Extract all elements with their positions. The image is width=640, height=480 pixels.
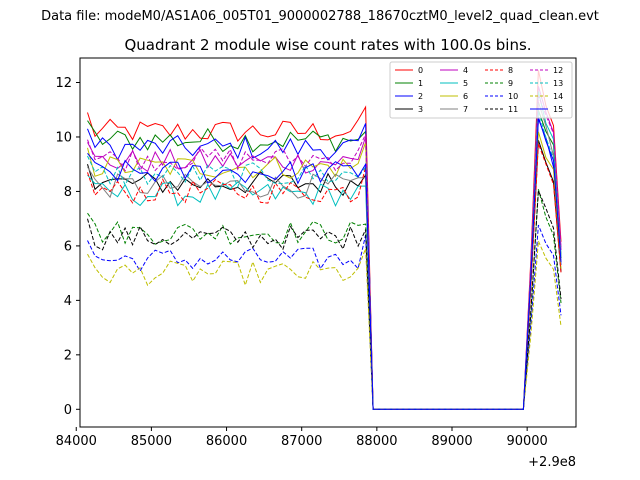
y-tick-label: 2	[64, 348, 72, 363]
series-line-10	[87, 224, 562, 410]
x-tick-label: 86000	[206, 434, 247, 449]
chart-title: Quadrant 2 module wise count rates with …	[124, 36, 531, 54]
x-tick-label: 87000	[281, 434, 322, 449]
x-tick-label: 88000	[356, 434, 397, 449]
legend-label-5: 5	[463, 79, 468, 88]
legend-box	[389, 61, 573, 119]
legend-label-13: 13	[553, 79, 563, 88]
plot-area: 84000 85000 86000 87000 88000 89000 90000 0 2 4 6 8…	[55, 57, 577, 449]
x-tick-label: 89000	[431, 434, 472, 449]
legend-label-6: 6	[463, 92, 468, 101]
y-tick-label: 12	[55, 76, 72, 91]
series-line-15	[87, 116, 562, 410]
legend-label-15: 15	[553, 105, 563, 114]
legend-label-14: 14	[553, 92, 563, 101]
legend-label-10: 10	[508, 92, 518, 101]
series-line-0	[87, 70, 562, 410]
x-tick-label: 84000	[56, 434, 97, 449]
legend-label-11: 11	[508, 105, 518, 114]
y-tick-label: 10	[55, 130, 72, 145]
series-line-2	[87, 118, 562, 410]
legend-label-8: 8	[508, 66, 513, 75]
legend-label-0: 0	[418, 66, 423, 75]
series-line-11	[87, 190, 562, 410]
series-group	[87, 70, 562, 410]
x-tick-label: 90000	[506, 434, 547, 449]
x-offset-label: +2.9e8	[528, 455, 576, 470]
legend-label-9: 9	[508, 79, 513, 88]
series-line-4	[87, 86, 562, 410]
y-tick-label: 6	[64, 239, 72, 254]
y-tick-label: 8	[64, 185, 72, 200]
series-line-6	[87, 131, 562, 410]
series-line-13	[87, 111, 562, 410]
series-line-14	[87, 240, 562, 410]
y-tick-label: 4	[64, 294, 72, 309]
legend-label-1: 1	[418, 79, 423, 88]
legend-label-4: 4	[463, 66, 468, 75]
suptitle: Data file: modeM0/AS1A06_005T01_90000027…	[41, 9, 599, 24]
y-tick-label: 0	[64, 403, 72, 418]
legend-label-3: 3	[418, 105, 423, 114]
x-tick-label: 85000	[131, 434, 172, 449]
legend-label-7: 7	[463, 105, 468, 114]
legend-label-2: 2	[418, 92, 423, 101]
series-line-9	[87, 189, 562, 410]
legend-label-12: 12	[553, 66, 563, 75]
series-line-12	[87, 95, 562, 410]
series-line-5	[87, 91, 562, 410]
axes-frame	[79, 57, 577, 428]
